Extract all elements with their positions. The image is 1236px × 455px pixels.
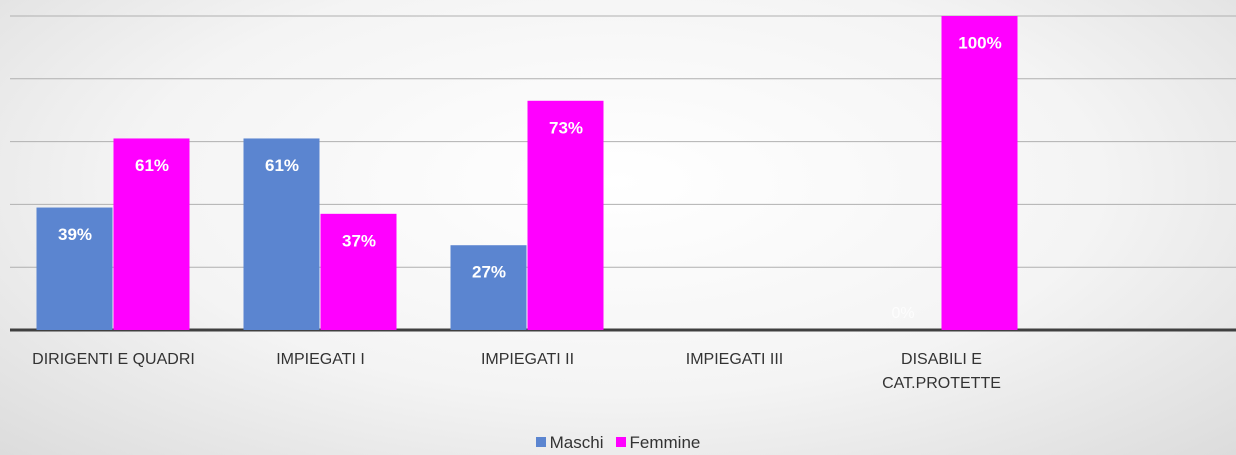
x-tick-label: IMPIEGATI II <box>480 351 575 368</box>
data-label: 0% <box>891 305 914 322</box>
bar <box>450 245 527 330</box>
x-tick-label: IMPIEGATI I <box>276 351 365 368</box>
legend-item: Femmine <box>615 433 701 453</box>
bar <box>527 100 604 330</box>
bar <box>320 213 397 330</box>
bar <box>113 138 190 330</box>
data-label: 61% <box>265 156 299 175</box>
data-label: 37% <box>342 231 376 250</box>
bar <box>941 16 1018 330</box>
bar <box>243 138 320 330</box>
legend-swatch <box>535 437 546 447</box>
data-label: 73% <box>549 118 583 137</box>
x-tick-label: IMPIEGATI III <box>685 351 784 368</box>
bar <box>36 207 113 330</box>
legend-label: Maschi <box>549 433 604 452</box>
legend-item: Maschi <box>535 433 604 453</box>
data-label: 39% <box>58 225 92 244</box>
legend: Maschi Femmine <box>0 433 1236 453</box>
data-label: 100% <box>958 33 1001 52</box>
data-label: 61% <box>135 156 169 175</box>
legend-label: Femmine <box>629 433 701 452</box>
x-tick-label: DIRIGENTI E QUADRI <box>32 351 195 368</box>
x-tick-label: DISABILI E CAT.PROTETTE <box>882 351 1001 392</box>
data-label: 27% <box>472 263 506 282</box>
legend-swatch <box>615 437 626 447</box>
